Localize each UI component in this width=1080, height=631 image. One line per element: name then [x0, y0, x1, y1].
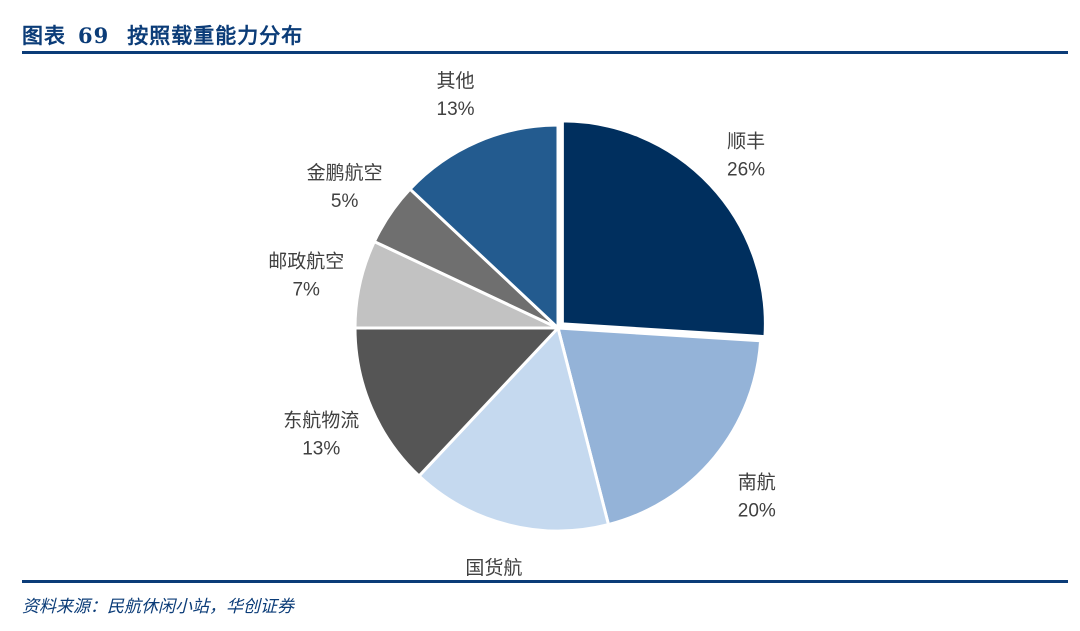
title-divider: [22, 51, 1068, 54]
pie-slice-4: [353, 326, 562, 479]
figure-title: 图表 69 按照载重能力分布: [22, 20, 303, 50]
slice-label-3: 国货航: [465, 557, 522, 579]
pie-slice-1: [560, 119, 767, 339]
slice-value-label-5: 7%: [292, 280, 320, 301]
slice-label-6: 金鹏航空: [307, 162, 383, 184]
figure-title-text: 按照载重能力分布: [127, 23, 304, 48]
source-divider: [22, 580, 1068, 583]
pie-slice-3: [416, 324, 611, 533]
slice-label-5: 邮政航空: [268, 251, 344, 273]
figure-title-bar: 图表 69 按照载重能力分布: [22, 14, 1068, 54]
slice-value-label-4: 13%: [302, 438, 340, 459]
slice-label-1: 顺丰: [727, 130, 765, 152]
figure-title-prefix: 图表: [22, 23, 66, 48]
slice-value-label-6: 5%: [331, 191, 359, 212]
slice-value-label-7: 13%: [437, 99, 475, 120]
slice-value-label-1: 26%: [727, 159, 765, 180]
figure-title-number: 69: [78, 23, 110, 48]
pie-slice-7: [407, 123, 560, 332]
pie-slice-2: [556, 326, 763, 527]
slice-label-4: 东航物流: [283, 409, 359, 431]
slice-value-label-2: 20%: [738, 500, 776, 521]
source-note: 资料来源：民航休闲小站，华创证券: [22, 597, 294, 617]
slice-label-2: 南航: [738, 471, 776, 493]
slice-label-7: 其他: [437, 70, 475, 92]
